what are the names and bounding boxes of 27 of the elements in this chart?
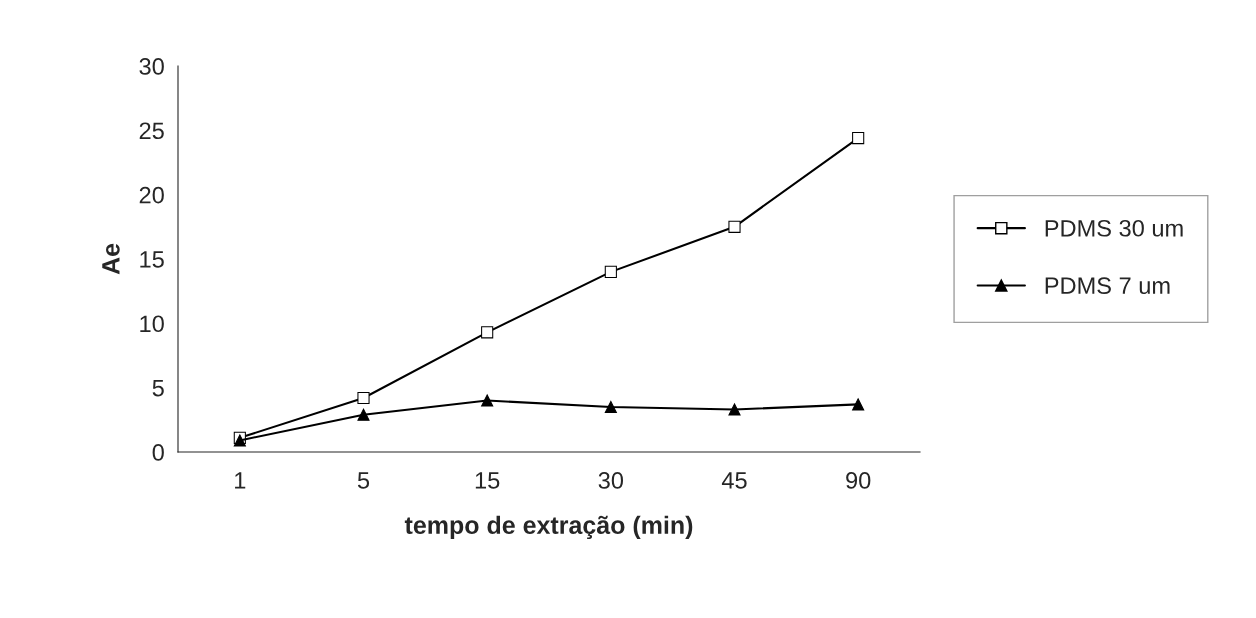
y-axis-title: Ae <box>102 243 120 275</box>
x-tick-label: 1 <box>235 472 246 489</box>
point <box>357 391 370 405</box>
point <box>481 326 494 339</box>
y-tick-label: 15 <box>140 251 164 268</box>
x-tick-label: 30 <box>598 472 624 489</box>
y-tick-label: 30 <box>139 58 164 75</box>
x-tick-label: 5 <box>357 472 370 489</box>
point <box>852 131 865 145</box>
point <box>728 220 741 233</box>
point <box>852 398 865 411</box>
point <box>604 265 617 278</box>
x-tick-label: 45 <box>721 472 747 489</box>
y-tick-label: 25 <box>139 122 164 140</box>
point <box>604 400 617 414</box>
point <box>357 408 370 421</box>
legend-label: PDMS 7 um <box>1045 277 1170 295</box>
x-tick-label: 15 <box>475 472 500 489</box>
x-axis-title: tempo de extração (min) <box>404 515 693 539</box>
legend-label: PDMS 30 um <box>1045 219 1183 237</box>
x-tick-label: 90 <box>846 472 871 489</box>
point <box>481 394 494 407</box>
point <box>728 403 741 416</box>
y-tick-label: 10 <box>140 315 164 333</box>
y-tick-label: 20 <box>139 186 164 204</box>
y-tick-label: 5 <box>152 379 164 397</box>
y-tick-label: 0 <box>152 444 164 461</box>
